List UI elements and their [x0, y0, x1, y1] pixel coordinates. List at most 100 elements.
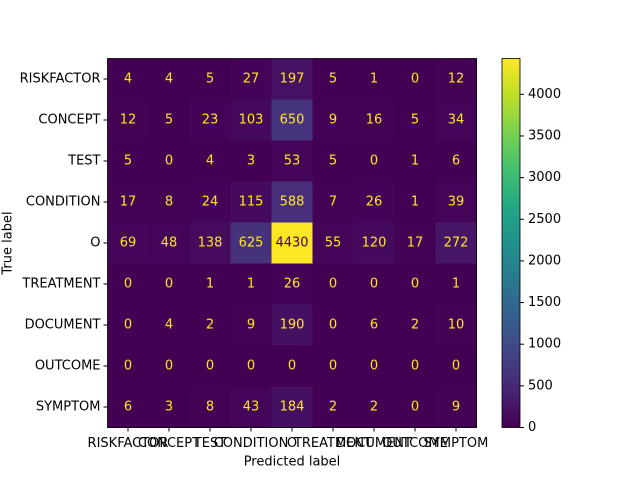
cell-value: 0: [124, 277, 132, 292]
colorbar: [501, 58, 521, 428]
x-tick-label: DOCUMENT: [336, 436, 412, 451]
cell: [107, 140, 149, 182]
cell: [394, 222, 436, 264]
cell-value: 9: [452, 400, 460, 415]
cell-value: 16: [366, 113, 383, 128]
cell: [435, 386, 477, 428]
y-tick-label: O: [90, 236, 100, 251]
cell-value: 625: [239, 236, 264, 251]
cell-value: 4: [206, 154, 214, 169]
y-tick-label: OUTCOME: [35, 359, 101, 374]
cell: [107, 345, 149, 387]
x-tick-label: CONCEPT: [138, 436, 200, 451]
cell: [353, 345, 395, 387]
cell-value: 43: [243, 400, 260, 415]
cell: [148, 263, 190, 305]
cell-value: 2: [329, 400, 337, 415]
cell-value: 0: [411, 277, 419, 292]
y-tick-label: CONCEPT: [38, 113, 100, 128]
cell: [230, 345, 272, 387]
cell: [312, 222, 354, 264]
y-tick-label: TREATMENT: [21, 277, 100, 292]
cell-value: 0: [370, 359, 378, 374]
cell: [435, 222, 477, 264]
cell: [107, 222, 149, 264]
cell: [435, 345, 477, 387]
cell: [312, 181, 354, 223]
cell: [271, 140, 313, 182]
cell-value: 3: [165, 400, 173, 415]
cell-value: 138: [198, 236, 223, 251]
cell: [271, 181, 313, 223]
cell: [148, 58, 190, 100]
cell: [435, 58, 477, 100]
cell-value: 23: [202, 113, 219, 128]
y-axis-label: True label: [1, 211, 16, 275]
colorbar-tick-label: 4000: [528, 87, 561, 102]
cell: [435, 181, 477, 223]
x-tick-label: CONDITION: [214, 436, 289, 451]
x-tick-label: TREATMENT: [293, 436, 372, 451]
cell: [353, 99, 395, 141]
cell: [107, 304, 149, 346]
cell: [435, 304, 477, 346]
cell-value: 34: [448, 113, 465, 128]
cell-value: 650: [280, 113, 305, 128]
colorbar-tick-label: 3000: [528, 170, 561, 185]
cell: [353, 263, 395, 305]
cell: [148, 140, 190, 182]
cell: [107, 181, 149, 223]
cell-value: 0: [411, 72, 419, 87]
cell: [312, 99, 354, 141]
cell-value: 0: [411, 359, 419, 374]
cell-value: 7: [329, 195, 337, 210]
cell: [189, 181, 231, 223]
cell: [189, 140, 231, 182]
cell: [271, 345, 313, 387]
cell-value: 0: [452, 359, 460, 374]
cell: [312, 345, 354, 387]
cell-value: 0: [329, 318, 337, 333]
cell: [435, 140, 477, 182]
cell-value: 3: [247, 154, 255, 169]
cell-value: 6: [452, 154, 460, 169]
cell: [435, 263, 477, 305]
cell-value: 48: [161, 236, 178, 251]
y-tick-label: DOCUMENT: [25, 318, 101, 333]
cell: [271, 222, 313, 264]
cell-value: 5: [329, 72, 337, 87]
cell: [230, 222, 272, 264]
cell-value: 1: [411, 195, 419, 210]
cell-value: 5: [411, 113, 419, 128]
cell-value: 0: [288, 359, 296, 374]
cell: [271, 99, 313, 141]
cell-value: 26: [366, 195, 383, 210]
cell-value: 0: [247, 359, 255, 374]
cell: [148, 181, 190, 223]
cell: [148, 304, 190, 346]
cell: [230, 99, 272, 141]
cell-value: 5: [206, 72, 214, 87]
cell-value: 184: [280, 400, 305, 415]
cell: [312, 58, 354, 100]
cell-value: 0: [329, 277, 337, 292]
cell: [312, 386, 354, 428]
cell-value: 17: [407, 236, 424, 251]
cell-value: 39: [448, 195, 465, 210]
cell-value: 0: [370, 277, 378, 292]
cell: [189, 99, 231, 141]
cell: [148, 386, 190, 428]
cell-value: 27: [243, 72, 260, 87]
cell-value: 2: [370, 400, 378, 415]
cell-value: 4: [165, 318, 173, 333]
cell-value: 55: [325, 236, 342, 251]
cell-value: 6: [124, 400, 132, 415]
cell: [148, 222, 190, 264]
cell-value: 115: [239, 195, 264, 210]
cell-value: 5: [124, 154, 132, 169]
cell-value: 4: [165, 72, 173, 87]
cell: [189, 386, 231, 428]
cell: [189, 345, 231, 387]
cell-value: 5: [165, 113, 173, 128]
cell: [189, 58, 231, 100]
